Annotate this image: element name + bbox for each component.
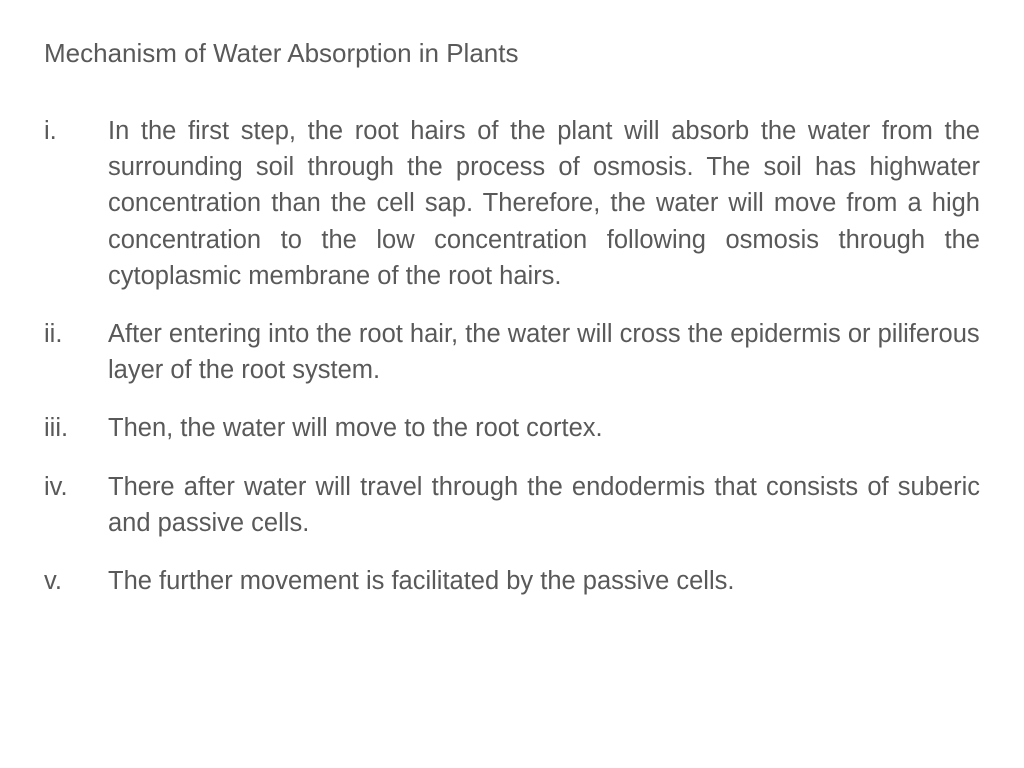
page-title: Mechanism of Water Absorption in Plants: [44, 38, 980, 69]
list-item: There after water will travel through th…: [44, 469, 980, 541]
mechanism-list: In the first step, the root hairs of the…: [44, 113, 980, 599]
list-item: After entering into the root hair, the w…: [44, 316, 980, 388]
list-item: The further movement is facilitated by t…: [44, 563, 980, 599]
list-item: In the first step, the root hairs of the…: [44, 113, 980, 294]
list-item: Then, the water will move to the root co…: [44, 410, 980, 446]
